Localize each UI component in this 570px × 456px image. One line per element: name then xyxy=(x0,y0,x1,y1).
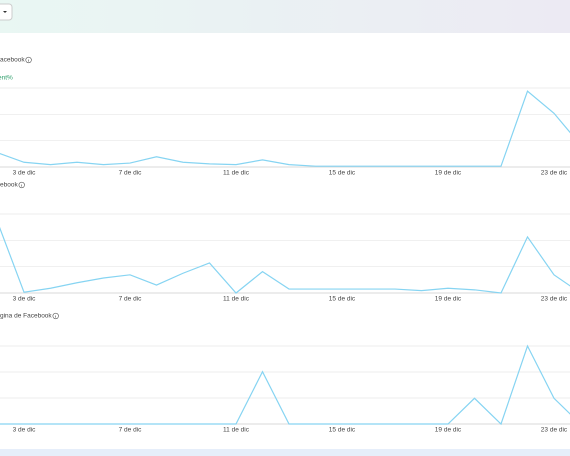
line-series xyxy=(0,90,570,167)
dropdown-arrow xyxy=(3,11,7,13)
x-tick-label: 3 de dic xyxy=(13,296,37,303)
x-tick-label: 19 de dic xyxy=(435,296,462,303)
x-tick-label: 15 de dic xyxy=(329,296,356,303)
top-bar xyxy=(0,0,570,33)
info-icon xyxy=(52,312,59,320)
x-tick-label: 19 de dic xyxy=(435,170,462,177)
chart-title: acebook xyxy=(0,57,25,64)
x-tick-label: 15 de dic xyxy=(329,427,356,434)
x-tick-label: 11 de dic xyxy=(223,296,250,303)
charts: acebook ent% 3 de dic 7 de dic 11 de dic 15 d… xyxy=(0,57,570,434)
x-tick-label: 3 de dic xyxy=(13,427,37,434)
chart-title: ebook xyxy=(0,182,18,189)
x-tick-label: 19 de dic xyxy=(435,427,462,434)
x-tick-label: 23 de dic xyxy=(541,296,568,303)
x-tick-label: 15 de dic xyxy=(329,170,356,177)
x-tick-label: 7 de dic xyxy=(119,296,143,303)
x-tick-label: 11 de dic xyxy=(223,170,250,177)
x-tick-label: 7 de dic xyxy=(119,427,143,434)
info-icon xyxy=(18,181,25,189)
chart-title: gina de Facebook xyxy=(0,313,52,320)
x-tick-label: 3 de dic xyxy=(13,170,37,177)
bottom-bar xyxy=(0,449,570,456)
info-icon xyxy=(25,56,32,64)
line-series xyxy=(0,344,570,426)
line-series xyxy=(0,226,570,294)
x-tick-label: 11 de dic xyxy=(223,427,250,434)
x-tick-label: 23 de dic xyxy=(541,170,568,177)
card xyxy=(0,33,570,449)
x-tick-label: 23 de dic xyxy=(541,427,568,434)
chart-subtitle: ent% xyxy=(0,75,13,82)
x-tick-label: 7 de dic xyxy=(119,170,143,177)
